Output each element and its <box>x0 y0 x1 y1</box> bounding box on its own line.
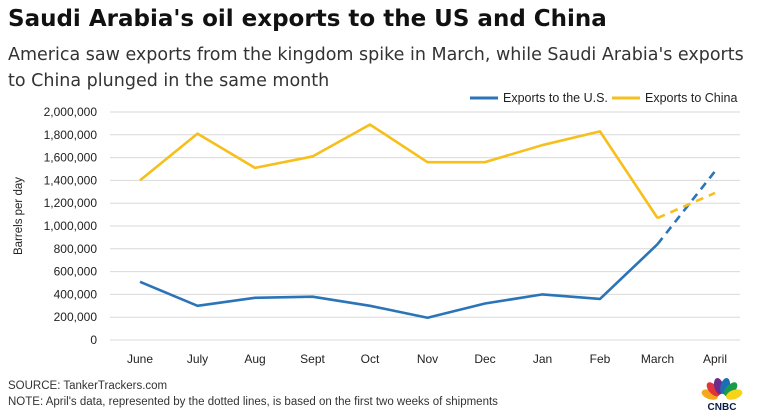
peacock-icon <box>701 378 743 401</box>
y-tick-label: 600,000 <box>54 265 98 279</box>
y-tick-label: 1,200,000 <box>44 196 98 210</box>
series-dashed-exports-to-china <box>656 191 716 220</box>
series-line-exports-to-china <box>139 123 659 219</box>
legend: Exports to the U.S. Exports to China <box>470 91 737 105</box>
x-tick-label: July <box>187 352 208 366</box>
y-tick-label: 200,000 <box>54 310 98 324</box>
source-note: SOURCE: TankerTrackers.com <box>8 380 168 392</box>
cnbc-logo: CNBC <box>701 378 743 412</box>
series-dashed-exports-to-the-u-s <box>656 170 717 246</box>
x-tick-label: Jan <box>533 352 552 366</box>
y-tick-label: 1,600,000 <box>44 151 98 165</box>
x-tick-label: April <box>703 352 727 366</box>
series-lines <box>139 123 717 320</box>
legend-label: Exports to China <box>645 91 737 105</box>
y-axis-label: Barrels per day <box>13 177 25 255</box>
y-tick-label: 0 <box>90 333 97 347</box>
cnbc-wordmark: CNBC <box>708 402 737 412</box>
x-tick-label: Feb <box>590 352 611 366</box>
y-tick-label: 1,000,000 <box>44 219 98 233</box>
footnote: NOTE: April's data, represented by the d… <box>8 396 498 408</box>
y-tick-label: 1,400,000 <box>44 173 98 187</box>
y-tick-label: 2,000,000 <box>44 105 98 119</box>
chart-title: Saudi Arabia's oil exports to the US and… <box>8 6 607 32</box>
x-tick-label: Dec <box>474 352 495 366</box>
peacock-feather <box>726 389 743 400</box>
x-tick-label: Sept <box>300 352 325 366</box>
peacock-feather <box>706 382 720 397</box>
y-tick-label: 400,000 <box>54 287 98 301</box>
peacock-body <box>718 393 726 401</box>
x-tick-label: Aug <box>244 352 265 366</box>
y-tick-label: 800,000 <box>54 242 98 256</box>
y-axis-ticks: 0 200,000 400,000 600,000 800,000 1,000,000 1,… <box>44 105 98 347</box>
chart-subtitle: America saw exports from the kingdom spi… <box>8 45 744 91</box>
x-tick-label: Nov <box>417 352 438 366</box>
x-axis-ticks: June July Aug Sept Oct Nov Dec Jan Feb March April <box>127 352 727 366</box>
x-tick-label: Oct <box>361 352 380 366</box>
x-tick-label: June <box>127 352 153 366</box>
legend-label: Exports to the U.S. <box>503 91 608 105</box>
series-line-exports-to-the-u-s <box>139 243 659 320</box>
x-tick-label: March <box>641 352 674 366</box>
peacock-feather <box>724 382 738 397</box>
y-tick-label: 1,800,000 <box>44 128 98 142</box>
gridlines <box>110 111 740 341</box>
